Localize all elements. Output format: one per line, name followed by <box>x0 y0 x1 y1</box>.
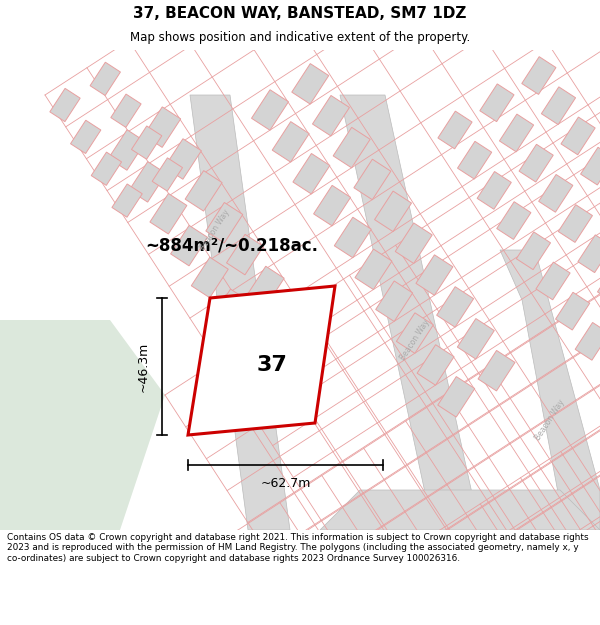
Polygon shape <box>581 148 600 185</box>
Text: ~62.7m: ~62.7m <box>260 477 311 490</box>
Polygon shape <box>522 57 556 94</box>
Polygon shape <box>334 217 371 258</box>
Polygon shape <box>150 194 187 234</box>
Polygon shape <box>575 322 600 360</box>
Polygon shape <box>437 287 473 328</box>
Text: ~46.3m: ~46.3m <box>137 341 150 392</box>
Text: Beacon Way: Beacon Way <box>533 398 566 442</box>
Polygon shape <box>206 202 243 243</box>
Polygon shape <box>251 90 289 130</box>
Polygon shape <box>556 292 590 330</box>
Polygon shape <box>558 204 592 242</box>
Text: Beacon Way: Beacon Way <box>199 208 232 252</box>
Polygon shape <box>517 232 551 269</box>
Polygon shape <box>188 286 335 435</box>
Polygon shape <box>354 159 391 200</box>
Polygon shape <box>438 111 472 149</box>
Polygon shape <box>458 141 492 179</box>
Text: ~884m²/~0.218ac.: ~884m²/~0.218ac. <box>145 236 318 254</box>
Polygon shape <box>457 319 494 359</box>
Polygon shape <box>50 88 80 122</box>
Polygon shape <box>131 126 162 159</box>
Polygon shape <box>541 87 575 124</box>
Polygon shape <box>416 255 453 296</box>
Polygon shape <box>499 114 533 152</box>
Polygon shape <box>417 345 454 385</box>
Polygon shape <box>272 122 309 162</box>
Polygon shape <box>185 171 222 211</box>
Polygon shape <box>91 152 122 186</box>
Polygon shape <box>397 313 433 353</box>
Polygon shape <box>333 127 370 168</box>
Polygon shape <box>313 96 349 136</box>
Polygon shape <box>212 289 249 329</box>
Polygon shape <box>320 490 600 530</box>
Polygon shape <box>561 117 595 155</box>
Polygon shape <box>293 154 330 194</box>
Polygon shape <box>519 144 553 182</box>
Polygon shape <box>477 171 511 209</box>
Text: 37: 37 <box>257 355 287 375</box>
Polygon shape <box>170 226 208 266</box>
Polygon shape <box>109 130 145 170</box>
Polygon shape <box>292 64 329 104</box>
Polygon shape <box>129 162 166 202</box>
Polygon shape <box>314 186 350 226</box>
Polygon shape <box>497 202 531 239</box>
Polygon shape <box>111 94 141 128</box>
Text: Beacon Way: Beacon Way <box>398 318 431 362</box>
Polygon shape <box>0 320 165 530</box>
Polygon shape <box>355 249 392 289</box>
Polygon shape <box>71 120 101 154</box>
Polygon shape <box>374 191 412 232</box>
Text: 37, BEACON WAY, BANSTEAD, SM7 1DZ: 37, BEACON WAY, BANSTEAD, SM7 1DZ <box>133 6 467 21</box>
Polygon shape <box>478 351 515 391</box>
Polygon shape <box>480 84 514 122</box>
Polygon shape <box>190 95 290 530</box>
Polygon shape <box>247 266 284 307</box>
Polygon shape <box>395 223 432 264</box>
Text: Contains OS data © Crown copyright and database right 2021. This information is : Contains OS data © Crown copyright and d… <box>7 533 589 562</box>
Polygon shape <box>536 262 570 300</box>
Polygon shape <box>376 281 413 321</box>
Polygon shape <box>90 62 121 96</box>
Polygon shape <box>500 250 600 530</box>
Polygon shape <box>152 158 182 191</box>
Polygon shape <box>438 377 475 417</box>
Polygon shape <box>144 107 181 148</box>
Polygon shape <box>598 265 600 302</box>
Polygon shape <box>164 139 202 179</box>
Text: Map shows position and indicative extent of the property.: Map shows position and indicative extent… <box>130 31 470 44</box>
Polygon shape <box>578 235 600 272</box>
Polygon shape <box>227 234 263 275</box>
Polygon shape <box>191 258 228 298</box>
Polygon shape <box>539 174 573 213</box>
Polygon shape <box>340 95 480 530</box>
Polygon shape <box>112 184 142 218</box>
